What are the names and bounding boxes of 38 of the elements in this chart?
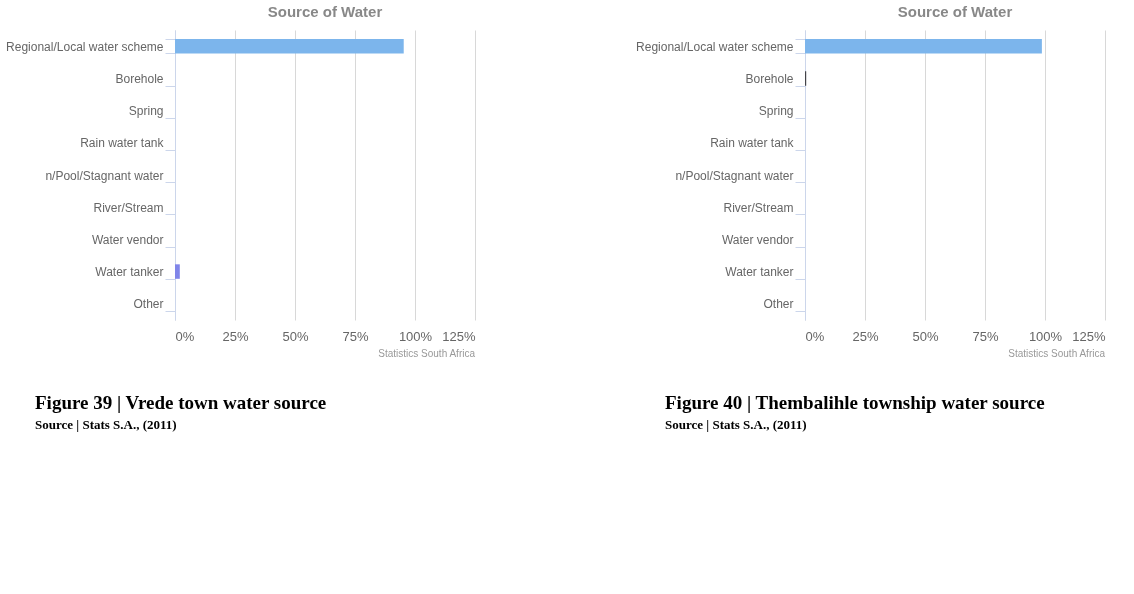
chart-title: Source of Water (897, 3, 1013, 20)
caption: Figure 40 | Thembalihle township water source (665, 392, 1045, 413)
y-tick-label: Borehole (745, 71, 794, 86)
y-tick-label: Regional/Local water scheme (6, 39, 164, 54)
y-tick-label: Borehole (115, 71, 164, 86)
x-tick-label: 25% (222, 328, 249, 344)
x-tick-label: 75% (972, 328, 999, 344)
x-tick-label: 0% (805, 328, 825, 344)
x-tick-label: 50% (282, 328, 309, 344)
y-tick-label: n/Pool/Stagnant water (45, 168, 164, 183)
y-tick-label: Regional/Local water scheme (636, 39, 794, 54)
x-tick-label: 100% (1028, 328, 1063, 344)
y-tick-label: Water tanker (725, 265, 794, 280)
y-tick-label: n/Pool/Stagnant water (675, 168, 794, 183)
text: Statistics South Africa (1008, 348, 1106, 359)
y-tick-label: Spring (128, 104, 164, 119)
chart-title: Source of Water (267, 3, 383, 20)
caption: Figure 39 | Vrede town water source (35, 392, 327, 413)
x-tick-label: 125% (1072, 328, 1106, 344)
x-tick-label: 25% (852, 328, 879, 344)
x-tick-label: 125% (442, 328, 476, 344)
y-tick-label: Water vendor (721, 232, 794, 247)
y-tick-label: River/Stream (723, 200, 794, 215)
y-tick-label: Water vendor (91, 232, 164, 247)
y-tick-label: Rain water tank (710, 136, 795, 151)
x-tick-label: 75% (342, 328, 369, 344)
text: Statistics South Africa (378, 348, 476, 359)
x-tick-label: 50% (912, 328, 939, 344)
y-tick-label: Spring (758, 104, 794, 119)
source-note: Source | Stats S.A., (2011) (665, 417, 807, 432)
x-tick-label: 100% (398, 328, 433, 344)
y-tick-label: River/Stream (93, 200, 164, 215)
y-tick-label: Other (133, 297, 164, 312)
source-note: Source | Stats S.A., (2011) (35, 417, 177, 432)
x-tick-label: 0% (175, 328, 195, 344)
y-tick-label: Water tanker (95, 265, 164, 280)
y-tick-label: Other (763, 297, 794, 312)
y-tick-label: Rain water tank (80, 136, 165, 151)
